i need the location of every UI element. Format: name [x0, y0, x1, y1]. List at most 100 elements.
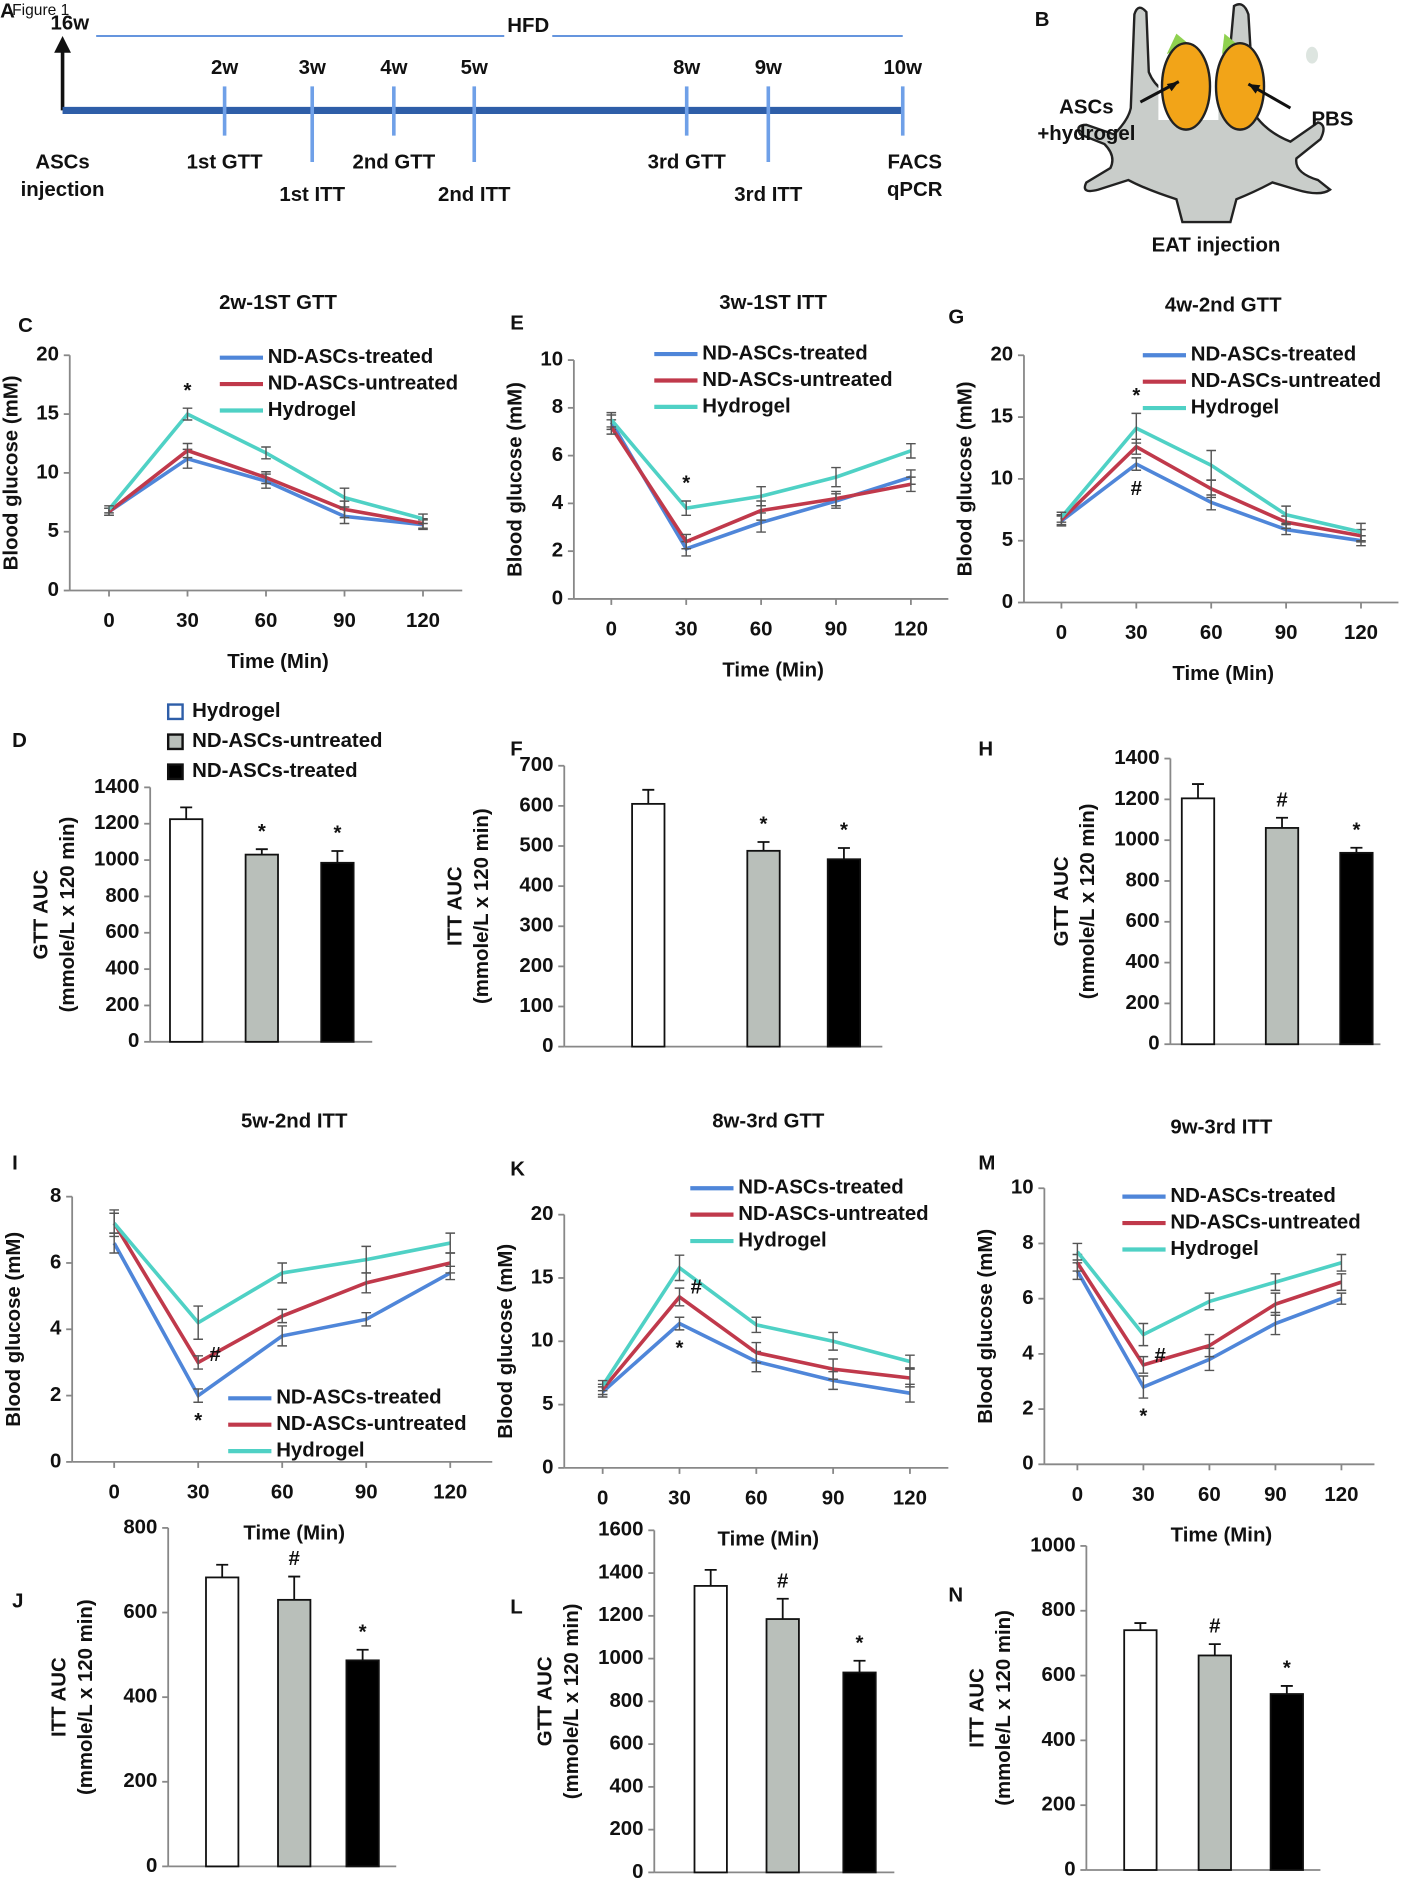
- y-tick-label: 800: [609, 1690, 643, 1712]
- y-tick-label: 8: [552, 396, 563, 418]
- error-bar: [193, 1388, 203, 1403]
- legend-label: Hydrogel: [192, 700, 280, 722]
- annotation: *: [760, 814, 768, 836]
- error-bar: [356, 1648, 369, 1661]
- y-axis-label: Blood glucose (mM): [505, 382, 527, 577]
- error-bar: [704, 1568, 717, 1586]
- legend-label: ND-ASCs-untreated: [192, 730, 382, 752]
- x-tick-label: 30: [1125, 622, 1148, 644]
- chart-title: 9w-3rd ITT: [1170, 1117, 1273, 1139]
- chart-title: 5w-2nd ITT: [241, 1111, 348, 1133]
- y-tick-label: 600: [519, 794, 553, 816]
- y-tick-label: 2: [552, 540, 563, 562]
- x-tick-label: 0: [103, 610, 114, 632]
- error-bar: [104, 505, 114, 514]
- bar: [842, 1671, 877, 1874]
- y-tick-label: 1400: [598, 1561, 643, 1583]
- y-tick-label: 6: [50, 1251, 61, 1273]
- error-bar: [756, 485, 766, 507]
- y-tick-label: 200: [1126, 992, 1160, 1014]
- timeline-label: ASCs: [35, 152, 89, 174]
- y-tick-label: 10: [990, 467, 1013, 489]
- y-axis-label: (mmole/L x 120 min): [561, 1604, 583, 1800]
- timeline-label: 2nd GTT: [352, 152, 435, 174]
- annotation: #: [777, 1570, 789, 1592]
- legend-label: ND-ASCs-untreated: [276, 1413, 466, 1435]
- annotation: *: [682, 473, 690, 495]
- error-bar: [339, 487, 350, 508]
- panel-letter: G: [948, 306, 964, 328]
- annotation: *: [1139, 1406, 1147, 1428]
- x-tick-label: 120: [894, 619, 928, 641]
- error-bar: [906, 476, 916, 493]
- y-tick-label: 15: [531, 1266, 554, 1288]
- legend-label: Hydrogel: [268, 399, 356, 421]
- panel-letter: A: [0, 0, 15, 22]
- spot: [1306, 46, 1319, 64]
- y-tick-label: 10: [36, 461, 59, 483]
- error-bar: [361, 1311, 372, 1327]
- y-tick-label: 600: [123, 1601, 157, 1623]
- y-tick-label: 400: [1042, 1729, 1076, 1751]
- error-bar: [906, 442, 916, 459]
- fat-right: [1222, 33, 1239, 55]
- annotation: *: [258, 821, 266, 843]
- panel-letter: K: [510, 1159, 525, 1181]
- error-bar: [193, 1355, 203, 1370]
- fat-pad-right: [1214, 42, 1266, 131]
- y-tick-label: 6: [1022, 1287, 1033, 1309]
- y-tick-label: 0: [632, 1861, 643, 1882]
- y-tick-label: 200: [609, 1818, 643, 1840]
- x-tick-label: 60: [1200, 622, 1223, 644]
- annotation: *: [856, 1632, 864, 1654]
- bar: [826, 858, 862, 1048]
- panel-letter: F: [510, 739, 522, 761]
- error-bar: [1138, 1322, 1149, 1347]
- y-axis-label: GTT AUC: [535, 1656, 557, 1746]
- error-bar: [674, 1316, 685, 1331]
- y-tick-label: 0: [542, 1035, 553, 1057]
- diet-label: HFD: [507, 15, 549, 37]
- y-tick-label: 600: [1126, 910, 1160, 932]
- legend-swatch: [166, 733, 184, 751]
- legend-label: ND-ASCs-treated: [192, 760, 357, 782]
- legend-label: ND-ASCs-treated: [268, 346, 433, 368]
- y-tick-label: 0: [1022, 1453, 1033, 1475]
- y-axis-label: Blood glucose (mM): [975, 1229, 997, 1424]
- y-tick-label: 700: [519, 754, 553, 776]
- legend-label: ND-ASCs-untreated: [738, 1203, 928, 1225]
- y-axis-label: Blood glucose (mM): [3, 1232, 25, 1427]
- x-tick-label: 30: [1132, 1484, 1155, 1506]
- error-bar: [1208, 1643, 1221, 1656]
- y-tick-label: 1000: [94, 848, 139, 870]
- bar: [765, 1618, 800, 1874]
- annotation: *: [1132, 385, 1140, 407]
- error-bar: [1131, 412, 1142, 444]
- bar: [345, 1659, 380, 1868]
- annotation: *: [1283, 1658, 1291, 1680]
- error-bar: [751, 1316, 762, 1334]
- x-tick-label: 60: [271, 1482, 294, 1504]
- bar: [277, 1598, 312, 1868]
- y-axis-label: GTT AUC: [31, 869, 53, 959]
- x-tick-label: 120: [1324, 1484, 1358, 1506]
- error-bar: [216, 1563, 229, 1578]
- fat-pad-left: [1160, 42, 1212, 131]
- x-tick-label: 90: [1275, 622, 1298, 644]
- legend-label: ND-ASCs-treated: [738, 1177, 903, 1199]
- y-tick-label: 200: [1042, 1794, 1076, 1816]
- x-axis-label: Time (Min): [718, 1528, 820, 1550]
- error-bar: [1336, 1292, 1347, 1305]
- y-tick-label: 600: [1042, 1664, 1076, 1686]
- y-tick-label: 4: [552, 492, 564, 514]
- y-tick-label: 0: [146, 1855, 157, 1877]
- error-bar: [831, 466, 841, 488]
- y-tick-label: 20: [36, 344, 59, 366]
- panel-letter: E: [510, 312, 524, 334]
- error-bar: [757, 841, 770, 851]
- x-tick-label: 60: [1198, 1484, 1221, 1506]
- error-bar: [642, 788, 655, 804]
- bar: [1264, 827, 1300, 1046]
- error-bar: [1134, 1622, 1147, 1631]
